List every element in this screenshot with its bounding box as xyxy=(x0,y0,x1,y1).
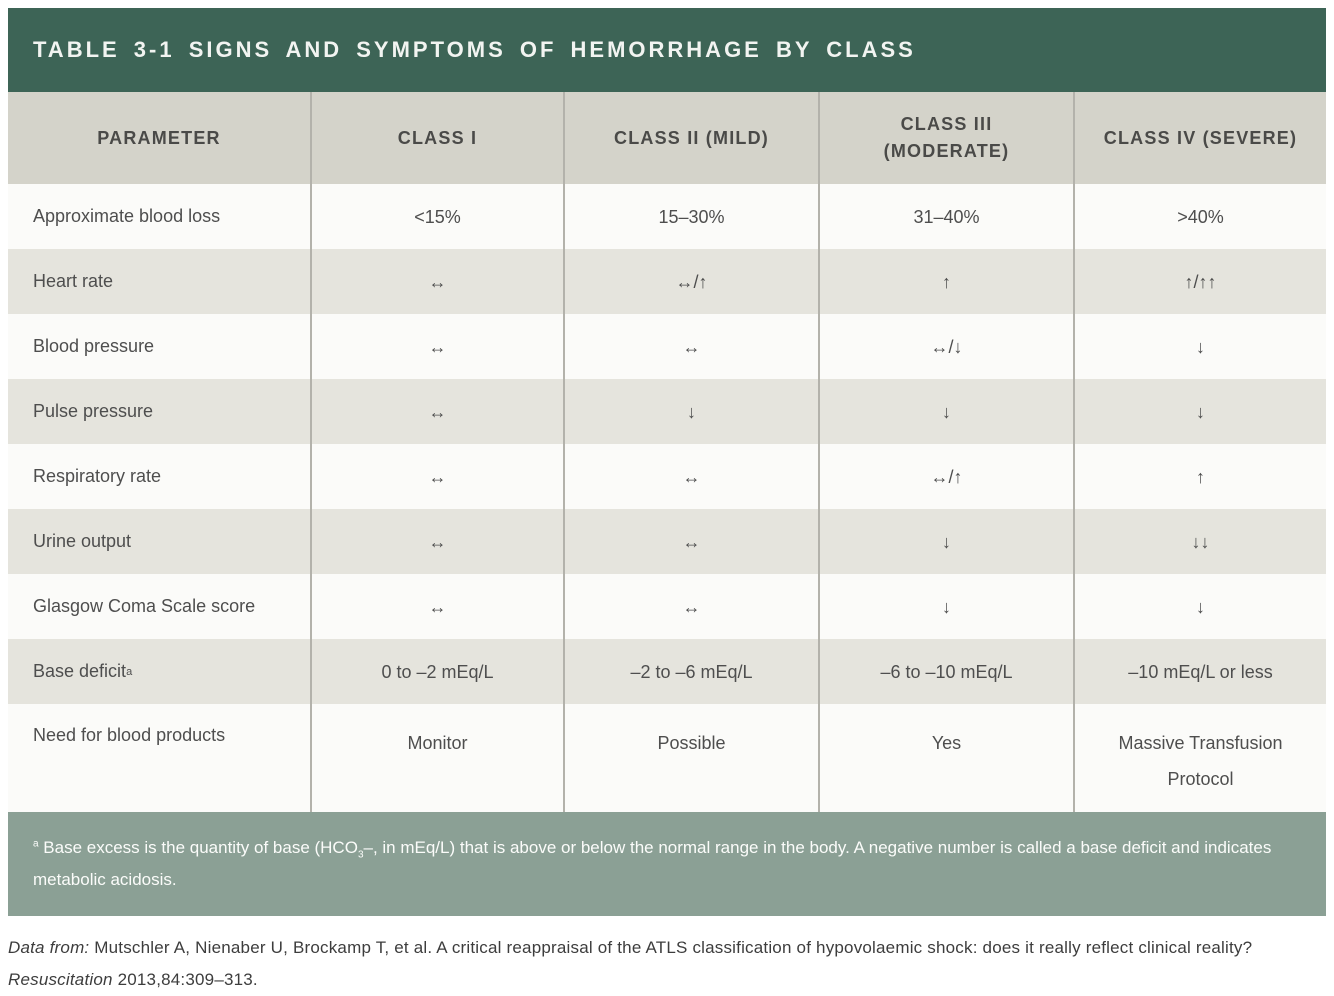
value-cell: 0 to –2 mEq/L xyxy=(312,639,565,704)
citation-middle: Mutschler A, Nienaber U, Brockamp T, et … xyxy=(89,938,1253,957)
citation-prefix: Data from: xyxy=(8,938,90,957)
parameter-cell: Need for blood products xyxy=(8,704,312,812)
footnote-text-2: –, in mEq/L) that is above or below the … xyxy=(33,838,1272,889)
value-cell: ↔ xyxy=(565,314,820,379)
parameter-label: Glasgow Coma Scale score xyxy=(33,596,256,616)
value-cell: ↔ xyxy=(565,444,820,509)
table-title-bar: TABLE 3-1 SIGNS AND SYMPTOMS OF HEMORRHA… xyxy=(8,8,1326,92)
parameter-cell: Blood pressure xyxy=(8,314,312,379)
table-row: Pulse pressure ↔ ↓ ↓ ↓ xyxy=(8,379,1326,444)
value-cell: 31–40% xyxy=(820,184,1075,249)
value-cell: ↓ xyxy=(1196,596,1205,617)
value-cell: ↓ xyxy=(820,509,1075,574)
table-body: Approximate blood loss <15% 15–30% 31–40% >4… xyxy=(8,184,1326,812)
column-header-class-2: CLASS II (MILD) xyxy=(565,92,820,184)
column-header-class-3: CLASS III (MODERATE) xyxy=(820,92,1075,184)
parameter-label: Need for blood products xyxy=(33,725,226,745)
citation-tail: 2013,84:309–313. xyxy=(112,970,258,989)
value-cell: ↔/↑ xyxy=(565,249,820,314)
value-cell: Monitor xyxy=(312,704,565,812)
column-header-parameter: PARAMETER xyxy=(8,92,312,184)
table-row: Glasgow Coma Scale score ↔ ↔ ↓ ↓ xyxy=(8,574,1326,639)
parameter-cell: Urine output xyxy=(8,509,312,574)
parameter-cell: Heart rate xyxy=(8,249,312,314)
value-cell: ↔ xyxy=(312,249,565,314)
column-header-class-1: CLASS I xyxy=(312,92,565,184)
value-cell: ↔ xyxy=(312,574,565,639)
table-row: Heart rate ↔ ↔/↑ ↑ ↑/↑↑ xyxy=(8,249,1326,314)
value-cell: ↓ xyxy=(1196,401,1205,422)
value-cell: ↑/↑↑ xyxy=(1184,271,1217,292)
table-header-row: PARAMETER CLASS I CLASS II (MILD) CLASS … xyxy=(8,92,1326,184)
table-row: Base deficit a 0 to –2 mEq/L –2 to –6 mEq/L… xyxy=(8,639,1326,704)
value-cell: ↔ xyxy=(312,509,565,574)
value-cell: ↔ xyxy=(312,314,565,379)
parameter-cell: Approximate blood loss xyxy=(8,184,312,249)
parameter-label: Blood pressure xyxy=(33,336,155,356)
citation: Data from: Mutschler A, Nienaber U, Broc… xyxy=(8,932,1326,996)
parameter-label: Urine output xyxy=(33,531,132,551)
value-cell: ↑ xyxy=(1196,466,1205,487)
value-cell: <15% xyxy=(312,184,565,249)
value-cell: ↓ xyxy=(820,574,1075,639)
value-cell: ↔/↓ xyxy=(820,314,1075,379)
parameter-label: Pulse pressure xyxy=(33,401,154,421)
table-row: Blood pressure ↔ ↔ ↔/↓ ↓ xyxy=(8,314,1326,379)
table-row: Urine output ↔ ↔ ↓ ↓↓ xyxy=(8,509,1326,574)
value-cell: ↔ xyxy=(565,574,820,639)
parameter-cell: Base deficit a xyxy=(8,639,312,704)
value-cell: ↔ xyxy=(565,509,820,574)
footnote-marker: a xyxy=(33,838,39,850)
value-cell: ↔ xyxy=(312,444,565,509)
value-cell: ↓ xyxy=(1196,336,1205,357)
parameter-label: Base deficit xyxy=(33,661,127,681)
value-cell: Possible xyxy=(565,704,820,812)
page: TABLE 3-1 SIGNS AND SYMPTOMS OF HEMORRHA… xyxy=(8,8,1326,916)
value-cell: ↔ xyxy=(312,379,565,444)
table-row: Need for blood products Monitor Possible Ye… xyxy=(8,704,1326,812)
table-row: Respiratory rate ↔ ↔ ↔/↑ ↑ xyxy=(8,444,1326,509)
value-cell: Massive Transfusion Protocol xyxy=(1118,733,1283,789)
value-cell: 15–30% xyxy=(565,184,820,249)
value-cell: ↔/↑ xyxy=(820,444,1075,509)
table-title: TABLE 3-1 SIGNS AND SYMPTOMS OF HEMORRHA… xyxy=(33,37,916,62)
parameter-label: Approximate blood loss xyxy=(33,206,221,226)
footnote: a Base excess is the quantity of base (H… xyxy=(8,812,1326,916)
footnote-subscript: 3 xyxy=(357,849,364,861)
value-cell: Yes xyxy=(820,704,1075,812)
parameter-label: Respiratory rate xyxy=(33,466,162,486)
table-row: Approximate blood loss <15% 15–30% 31–40% >4… xyxy=(8,184,1326,249)
citation-journal: Resuscitation xyxy=(8,970,113,989)
value-cell: ↓ xyxy=(820,379,1075,444)
parameter-label: Heart rate xyxy=(33,271,114,291)
value-cell: –10 mEq/L or less xyxy=(1128,661,1273,682)
parameter-cell: Glasgow Coma Scale score xyxy=(8,574,312,639)
footnote-text-1: Base excess is the quantity of base (HCO xyxy=(38,838,358,857)
value-cell: ↑ xyxy=(820,249,1075,314)
value-cell: –2 to –6 mEq/L xyxy=(565,639,820,704)
parameter-cell: Pulse pressure xyxy=(8,379,312,444)
value-cell: >40% xyxy=(1177,206,1224,227)
column-header-class-4: CLASS IV (SEVERE) xyxy=(1103,127,1298,148)
value-cell: –6 to –10 mEq/L xyxy=(820,639,1075,704)
parameter-cell: Respiratory rate xyxy=(8,444,312,509)
value-cell: ↓↓ xyxy=(1191,531,1210,552)
value-cell: ↓ xyxy=(565,379,820,444)
